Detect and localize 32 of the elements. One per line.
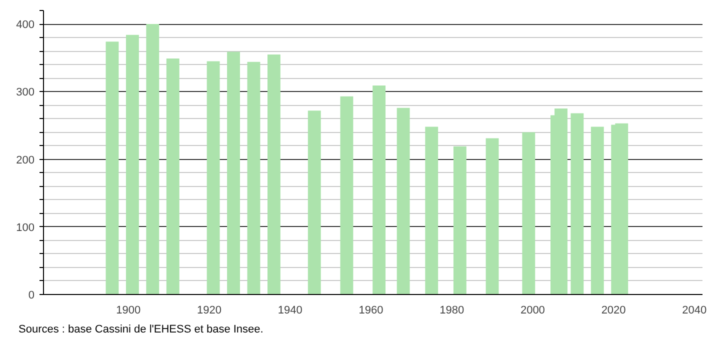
x-tick-label: 2020 bbox=[601, 304, 626, 316]
bar bbox=[453, 146, 466, 294]
x-tick-label: 2000 bbox=[520, 304, 545, 316]
x-tick-label: 2040 bbox=[682, 304, 707, 316]
source-note: Sources : base Cassini de l'EHESS et base Insee. bbox=[18, 324, 264, 336]
bar bbox=[247, 62, 260, 294]
bar bbox=[106, 42, 119, 294]
bar bbox=[227, 52, 240, 294]
y-tick-label: 400 bbox=[16, 19, 35, 32]
bar bbox=[372, 86, 386, 294]
x-tick-label: 1900 bbox=[116, 304, 141, 316]
bar bbox=[267, 54, 280, 294]
bar bbox=[340, 96, 354, 294]
y-tick-label: 100 bbox=[16, 222, 35, 234]
bar bbox=[396, 108, 410, 294]
bar bbox=[425, 126, 438, 294]
bar bbox=[522, 132, 536, 294]
y-tick-label: 0 bbox=[28, 290, 35, 302]
bar bbox=[486, 138, 499, 294]
y-tick-label: 200 bbox=[16, 154, 35, 166]
x-tick-label: 1940 bbox=[278, 304, 302, 316]
bar bbox=[146, 24, 160, 294]
x-tick-label: 1960 bbox=[358, 304, 384, 316]
y-tick-label: 300 bbox=[16, 86, 35, 99]
bar bbox=[206, 61, 220, 294]
bar bbox=[126, 34, 139, 294]
bar bbox=[590, 126, 604, 294]
x-tick-label: 1980 bbox=[440, 304, 464, 316]
x-tick-label: 1920 bbox=[197, 304, 222, 316]
bar bbox=[166, 58, 180, 294]
bar bbox=[308, 110, 321, 294]
bar bbox=[570, 113, 584, 294]
